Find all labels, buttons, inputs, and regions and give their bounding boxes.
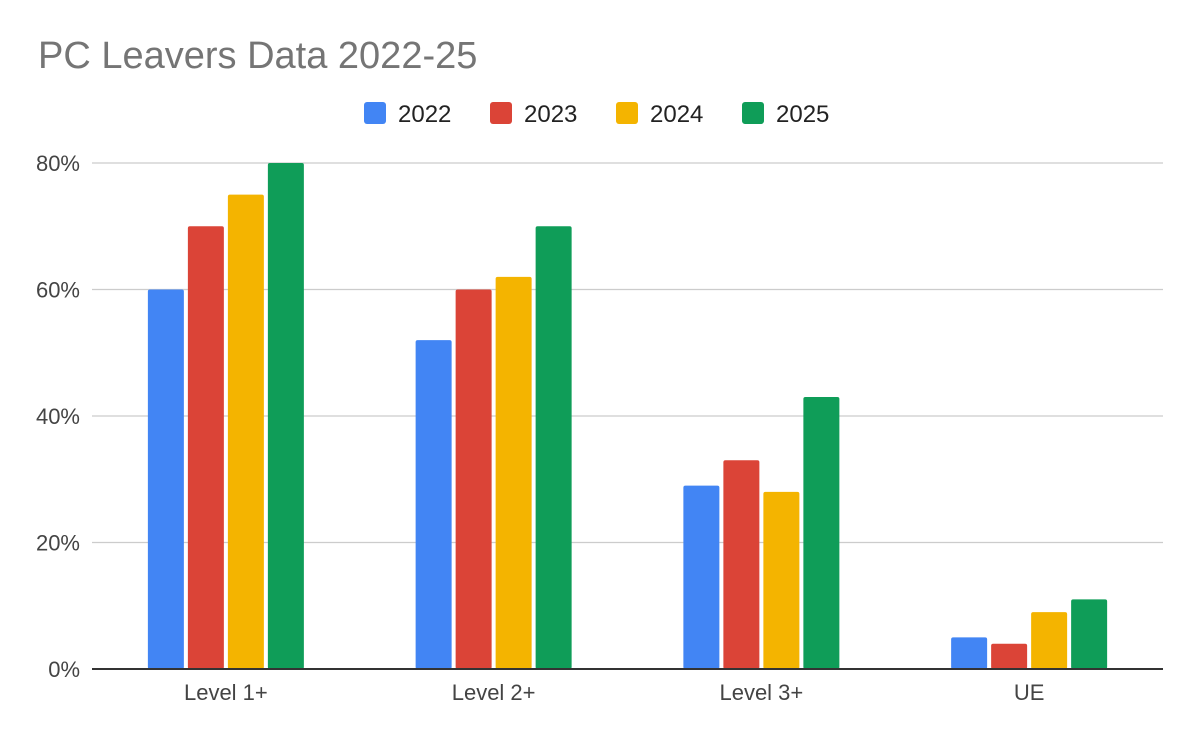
x-category-label: Level 1+ bbox=[184, 680, 268, 705]
x-category-label: UE bbox=[1014, 680, 1045, 705]
x-category-label: Level 2+ bbox=[452, 680, 536, 705]
y-tick-label: 20% bbox=[36, 531, 80, 556]
legend-label-2023: 2023 bbox=[524, 101, 577, 128]
legend-swatch-2022 bbox=[364, 102, 386, 124]
legend-label-2022: 2022 bbox=[398, 101, 451, 128]
legend: 2022 2023 2024 2025 bbox=[364, 101, 829, 128]
bar-2025-level-2 bbox=[535, 226, 572, 669]
bar-2023-level-2 bbox=[455, 289, 492, 669]
bar-2022-level-2 bbox=[415, 340, 452, 669]
y-tick-label: 0% bbox=[48, 657, 80, 682]
bar-2025-level-3 bbox=[803, 397, 840, 669]
legend-swatch-2024 bbox=[616, 102, 638, 124]
legend-swatch-2023 bbox=[490, 102, 512, 124]
y-tick-label: 40% bbox=[36, 404, 80, 429]
y-tick-label: 80% bbox=[36, 151, 80, 176]
bar-2023-level-3 bbox=[723, 460, 760, 669]
legend-swatch-2025 bbox=[742, 102, 764, 124]
legend-label-2024: 2024 bbox=[650, 101, 703, 128]
legend-label-2025: 2025 bbox=[776, 101, 829, 128]
bar-2024-level-1 bbox=[227, 194, 264, 669]
bars bbox=[147, 163, 1108, 669]
y-axis-ticks: 0% 20% 40% 60% 80% bbox=[36, 151, 80, 682]
bar-2023-ue bbox=[991, 643, 1028, 669]
bar-2024-level-3 bbox=[763, 491, 800, 669]
x-category-label: Level 3+ bbox=[719, 680, 803, 705]
chart-title: PC Leavers Data 2022-25 bbox=[38, 35, 477, 77]
bar-2024-ue bbox=[1031, 612, 1068, 669]
x-axis-categories: Level 1+ Level 2+ Level 3+ UE bbox=[184, 680, 1044, 705]
bar-2022-ue bbox=[951, 637, 988, 669]
bar-2025-ue bbox=[1071, 599, 1108, 669]
y-tick-label: 60% bbox=[36, 278, 80, 303]
bar-2022-level-3 bbox=[683, 485, 720, 669]
bar-2024-level-2 bbox=[495, 276, 532, 669]
bar-2025-level-1 bbox=[267, 163, 304, 669]
bar-2022-level-1 bbox=[147, 289, 184, 669]
bar-2023-level-1 bbox=[187, 226, 224, 669]
